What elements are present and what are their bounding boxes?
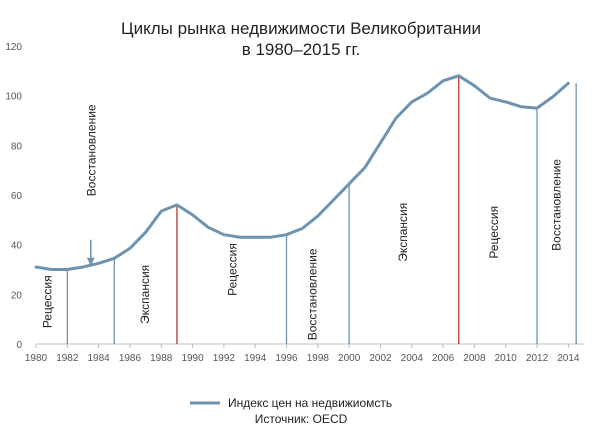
y-tick-label: 120 (5, 42, 22, 53)
series-line (34, 74, 570, 271)
y-tick-label: 80 (11, 141, 23, 152)
x-tick-label: 1984 (88, 353, 111, 364)
x-tick-label: 2000 (338, 353, 361, 364)
source-note: Источник: OECD (255, 412, 348, 426)
x-tick-label: 2008 (463, 353, 486, 364)
x-tick-label: 1988 (150, 353, 173, 364)
cycle-markers (66, 75, 577, 344)
x-tick-label: 2012 (526, 353, 549, 364)
y-tick-label: 40 (11, 241, 23, 252)
x-tick-label: 1992 (213, 353, 236, 364)
x-tick-label: 2004 (401, 353, 424, 364)
phase-labels: Рецессия Восстановление Экспансия Рецессия В… (41, 104, 564, 340)
chart-title-line: в 1980–2015 гг. (242, 40, 361, 59)
chart-title-line: Циклы рынка недвижимости Великобритании (121, 19, 481, 38)
phase-label: Рецессия (41, 275, 55, 328)
x-tick-label: 1994 (244, 353, 267, 364)
phase-label: Восстановление (550, 159, 564, 251)
x-tick-label: 1986 (119, 353, 142, 364)
y-tick-label: 60 (11, 191, 23, 202)
phase-label: Восстановление (305, 248, 319, 340)
legend-label: Индекс цен на недвижиомсть (228, 396, 392, 410)
chart-title: Циклы рынка недвижимости Великобритании в… (121, 19, 481, 59)
x-tick-label: 1996 (275, 353, 298, 364)
y-tick-label: 0 (16, 340, 22, 351)
x-tick-label: 2014 (557, 353, 580, 364)
y-tick-label: 20 (11, 290, 23, 301)
phase-label: Рецессия (487, 206, 501, 259)
x-tick-label: 1998 (307, 353, 330, 364)
x-tick-label: 2002 (369, 353, 392, 364)
axes: 0 20 40 60 80 100 120 1980 1982 1984 1986 1988 1990 1… (5, 42, 584, 364)
legend: Индекс цен на недвижиомсть Источник: OECD (190, 396, 392, 426)
phase-label: Экспансия (138, 265, 152, 324)
phase-label: Восстановление (85, 104, 99, 196)
y-tick-label: 100 (5, 92, 22, 103)
x-tick-label: 2010 (495, 353, 518, 364)
series (34, 74, 570, 271)
phase-label: Рецессия (225, 243, 239, 296)
x-tick-label: 2006 (432, 353, 455, 364)
x-tick-label: 1982 (56, 353, 79, 364)
arrow-head (86, 257, 95, 266)
x-tick-label: 1990 (181, 353, 204, 364)
x-tick-label: 1980 (25, 353, 48, 364)
phase-label: Экспансия (396, 203, 410, 262)
